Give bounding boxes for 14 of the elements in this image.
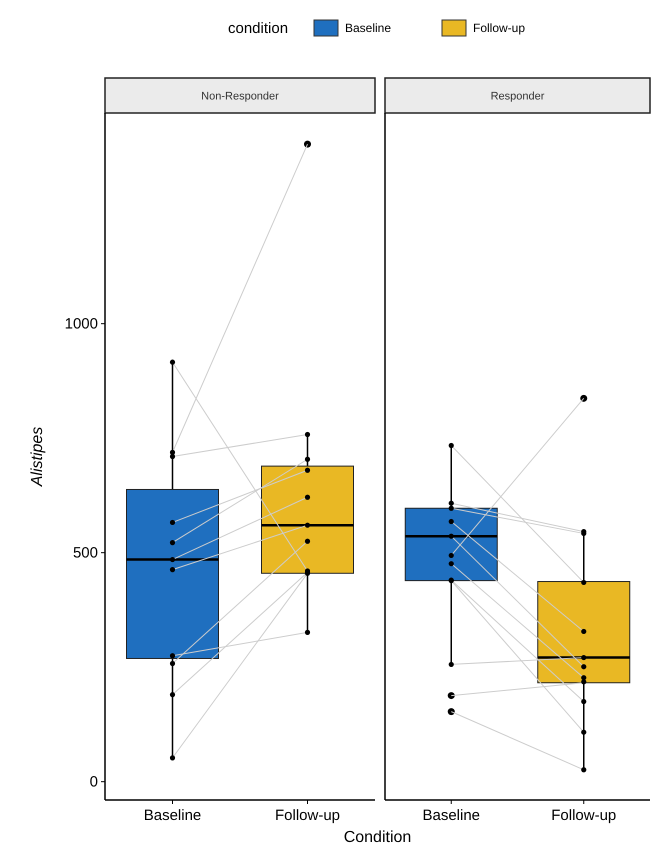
- x-axis-title: Condition: [344, 829, 412, 846]
- x-tick-label: Baseline: [144, 807, 202, 824]
- x-tick-label: Follow-up: [274, 807, 340, 824]
- y-tick-label: 0: [90, 774, 98, 791]
- chart-title: Non-Responder: [201, 90, 280, 102]
- y-axis-title: Alistipes: [29, 426, 46, 488]
- legend-title: condition: [228, 20, 288, 37]
- x-tick-label: Baseline: [422, 807, 480, 824]
- chart-title: Responder: [490, 90, 545, 102]
- legend-label: Baseline: [345, 21, 392, 35]
- y-tick-label: 1000: [64, 316, 98, 333]
- y-tick-label: 500: [72, 544, 98, 562]
- legend-label: Follow-up: [473, 21, 526, 35]
- x-tick-label: Follow-up: [551, 807, 616, 824]
